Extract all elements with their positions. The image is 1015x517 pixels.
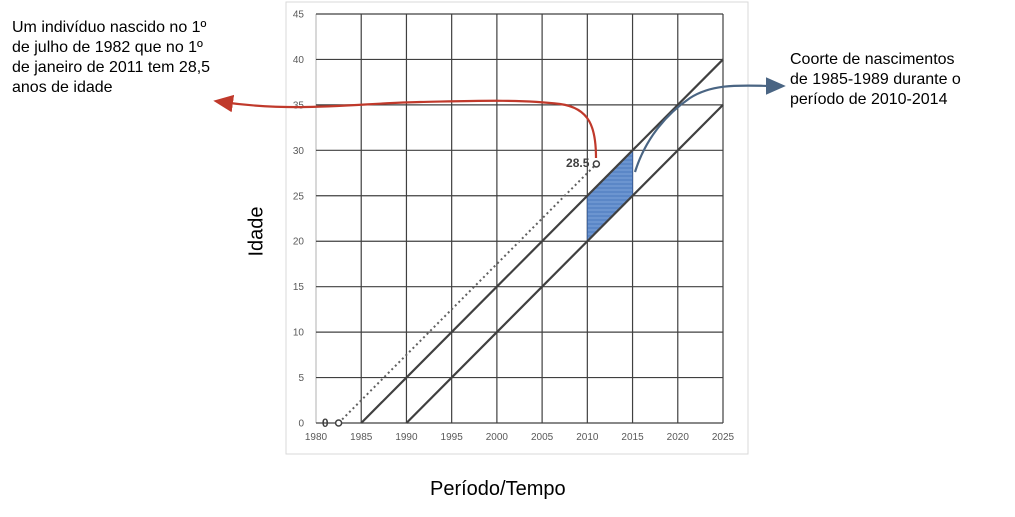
y-tick-label: 15 [293, 282, 305, 293]
x-axis-label: Período/Tempo [430, 478, 566, 500]
x-tick-label: 1985 [350, 432, 373, 443]
point-marker [334, 419, 343, 427]
plot-frame [285, 1, 749, 455]
point-marker [592, 160, 601, 168]
lifelines [337, 58, 724, 424]
arrow-right [633, 77, 786, 173]
point-label: 28.5 [566, 156, 590, 170]
x-ticks: 1980 1985 1990 1995 2000 2005 2010 2015 2020 2025 [305, 432, 735, 443]
x-tick-label: 2015 [621, 432, 644, 443]
x-tick-label: 2005 [531, 432, 554, 443]
y-tick-label: 20 [293, 237, 305, 248]
x-tick-label: 2000 [486, 432, 509, 443]
arrow-left [213, 94, 598, 159]
y-tick-label: 35 [293, 100, 305, 111]
point-label: 0 [322, 416, 329, 430]
lifeline [337, 163, 598, 424]
y-tick-label: 5 [298, 373, 304, 384]
y-tick-label: 10 [293, 328, 305, 339]
x-tick-label: 2020 [667, 432, 690, 443]
x-tick-label: 1980 [305, 432, 328, 443]
annotation-individual: Um indivíduo nascido no 1º de julho de 1… [12, 19, 211, 96]
x-tick-label: 2025 [712, 432, 735, 443]
annotation-cohort: Coorte de nascimentos de 1985-1989 duran… [790, 51, 961, 108]
y-tick-label: 0 [298, 419, 304, 430]
y-ticks: 0 5 10 15 20 25 30 35 40 45 [293, 10, 305, 430]
y-tick-label: 25 [293, 191, 305, 202]
y-tick-label: 30 [293, 146, 305, 157]
grid [315, 13, 724, 424]
y-tick-label: 40 [293, 55, 305, 66]
x-tick-label: 2010 [576, 432, 599, 443]
lifeline [405, 104, 724, 424]
lifeline [360, 58, 724, 424]
points: 028.5 [322, 156, 601, 430]
x-tick-label: 1995 [441, 432, 464, 443]
y-tick-label: 45 [293, 10, 305, 21]
x-tick-label: 1990 [395, 432, 418, 443]
